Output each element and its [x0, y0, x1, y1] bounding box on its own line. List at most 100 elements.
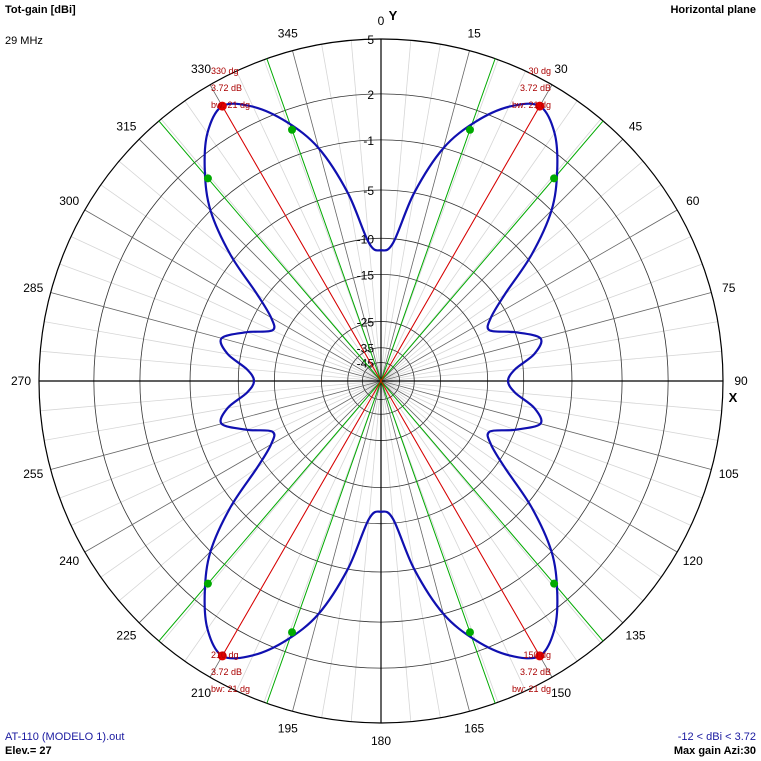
grid-spoke-fine [40, 350, 382, 382]
angle-tick-label: 240 [59, 554, 79, 568]
grid-spoke-fine [59, 263, 382, 382]
half-power-marker [465, 628, 474, 637]
beamwidth-line [158, 120, 382, 382]
grid-spoke [50, 380, 382, 470]
elevation-label: Elev.= 27 [5, 745, 52, 757]
half-power-marker [550, 579, 559, 588]
grid-spoke-fine [380, 44, 441, 382]
lobe-gain-label: 3.72 dB [520, 83, 551, 93]
grid-spoke [50, 292, 382, 382]
grid-spoke-fine [44, 321, 382, 382]
grid-spoke-fine [44, 380, 382, 441]
grid-spoke-fine [380, 380, 662, 578]
beamwidth-line [380, 380, 496, 704]
max-gain-marker [535, 101, 545, 111]
grid-spoke-fine [118, 380, 382, 602]
beamwidth-line [158, 380, 382, 642]
angle-tick-label: 45 [629, 119, 643, 133]
grid-spoke-fine [380, 380, 722, 412]
axis-y-label: Y [389, 8, 398, 23]
frequency-label: 29 MHz [5, 35, 43, 47]
lobe-bw-label: bw: 21 dg [512, 684, 551, 694]
radiation-pattern [203, 102, 559, 660]
ring-label: -15 [357, 268, 375, 282]
angle-tick-label: 0 [378, 14, 385, 28]
file-label: AT-110 (MODELO 1).out [5, 731, 125, 743]
grid-spoke-fine [380, 380, 718, 441]
ring-label: -1 [363, 134, 374, 148]
angle-tick-label: 120 [683, 554, 703, 568]
grid-spoke-fine [321, 44, 382, 382]
angle-tick-label: 150 [551, 686, 571, 700]
max-gain-line [380, 380, 541, 657]
grid-spoke-fine [380, 40, 412, 382]
ring-label: -25 [357, 315, 375, 329]
grid-spoke-fine [236, 70, 382, 382]
half-power-marker [550, 174, 559, 183]
grid-spoke-fine [380, 350, 722, 382]
grid-spoke-fine [184, 100, 382, 382]
angle-tick-label: 330 [191, 62, 211, 76]
lobe-gain-label: 3.72 dB [211, 83, 242, 93]
max-gain-label: Max gain Azi:30 [673, 745, 756, 757]
angle-tick-label: 180 [371, 734, 391, 748]
grid-spoke-fine [70, 236, 382, 382]
ring-label: 2 [367, 88, 374, 102]
grid-spoke [380, 292, 712, 382]
grid-spoke-fine [380, 160, 644, 382]
angle-tick-label: 135 [626, 629, 646, 643]
beamwidth-line [266, 380, 382, 704]
angle-tick-label: 255 [23, 467, 43, 481]
beamwidth-line [380, 58, 496, 382]
ring-label: -5 [363, 184, 374, 198]
grid-spoke [380, 50, 470, 382]
chart-title: Tot-gain [dBi] [5, 4, 76, 16]
plot-border [38, 38, 724, 724]
lobe-angle-label: 150 dg [523, 650, 551, 660]
grid-spoke-fine [321, 380, 382, 718]
range-label: -12 < dBi < 3.72 [677, 731, 756, 743]
grid-spoke-fine [380, 380, 441, 718]
angle-tick-label: 90 [734, 374, 748, 388]
beamwidth-line [380, 120, 604, 382]
angle-tick-label: 165 [464, 722, 484, 736]
ring-label: -35 [357, 342, 375, 356]
grid-spoke [292, 50, 382, 382]
grid-spoke [380, 380, 678, 553]
grid-spoke-fine [184, 380, 382, 662]
grid-spoke [380, 138, 624, 382]
grid-spoke-fine [350, 40, 382, 382]
max-gain-line [380, 105, 541, 382]
ring-label: 5 [367, 33, 374, 47]
max-gain-marker [217, 101, 227, 111]
max-gain-marker [535, 651, 545, 661]
grid-spoke [380, 380, 712, 470]
lobe-gain-label: 3.72 dB [211, 667, 242, 677]
lobe-bw-label: bw: 21 dg [211, 100, 250, 110]
grid-spoke [84, 380, 382, 553]
grid-spoke [380, 380, 470, 712]
grid-spoke [292, 380, 382, 712]
lobe-bw-label: bw: 21 dg [211, 684, 250, 694]
grid-spoke [138, 380, 382, 624]
grid-spoke-fine [380, 380, 412, 722]
half-power-marker [203, 579, 212, 588]
angle-tick-label: 285 [23, 281, 43, 295]
grid-spoke-fine [70, 380, 382, 526]
angle-tick-label: 225 [116, 629, 136, 643]
angle-tick-label: 30 [554, 62, 568, 76]
grid-spoke-fine [59, 380, 382, 499]
grid-spoke [138, 138, 382, 382]
half-power-marker [288, 125, 297, 134]
lobe-bw-label: bw: 21 dg [512, 100, 551, 110]
lobe-angle-label: 210 dg [211, 650, 239, 660]
grid-spoke-fine [380, 263, 703, 382]
angle-tick-label: 210 [191, 686, 211, 700]
half-power-marker [203, 174, 212, 183]
angle-tick-label: 195 [278, 722, 298, 736]
grid-spoke [380, 380, 624, 624]
half-power-marker [465, 125, 474, 134]
grid-spoke [380, 209, 678, 382]
lobe-angle-label: 30 dg [528, 66, 551, 76]
